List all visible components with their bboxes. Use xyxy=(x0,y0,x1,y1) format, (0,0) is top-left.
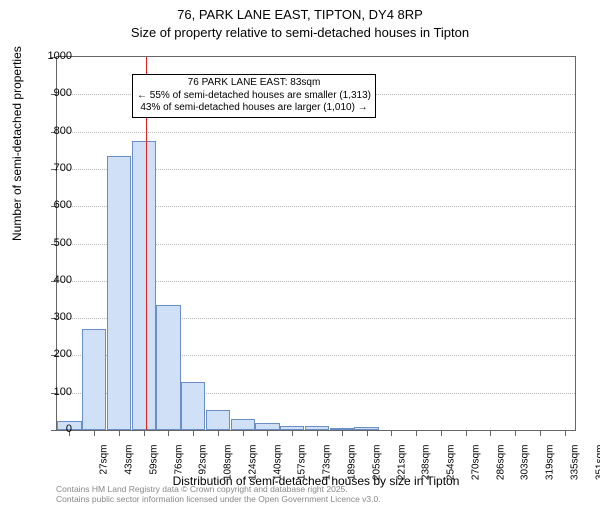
x-tick xyxy=(119,430,120,436)
y-tick-label: 900 xyxy=(54,87,72,99)
y-tick xyxy=(51,430,57,431)
chart-area: 76 PARK LANE EAST: 83sqm← 55% of semi-de… xyxy=(56,56,576,431)
x-tick xyxy=(144,430,145,436)
y-tick-label: 700 xyxy=(54,162,72,174)
annotation-line: 43% of semi-detached houses are larger (… xyxy=(137,102,371,115)
x-tick-label: 303sqm xyxy=(520,445,531,485)
x-tick-label: 173sqm xyxy=(322,445,333,485)
x-tick-label: 108sqm xyxy=(223,445,234,485)
histogram-bar xyxy=(107,156,131,430)
title-line1: 76, PARK LANE EAST, TIPTON, DY4 8RP xyxy=(0,6,600,24)
histogram-bar xyxy=(132,141,156,430)
x-tick xyxy=(441,430,442,436)
histogram-bar xyxy=(255,423,279,430)
x-tick-label: 205sqm xyxy=(371,445,382,485)
x-tick xyxy=(292,430,293,436)
x-tick-label: 59sqm xyxy=(148,445,159,485)
y-tick-label: 600 xyxy=(54,199,72,211)
annotation-box: 76 PARK LANE EAST: 83sqm← 55% of semi-de… xyxy=(132,74,376,118)
x-tick-label: 270sqm xyxy=(470,445,481,485)
annotation-line: ← 55% of semi-detached houses are smalle… xyxy=(137,90,371,103)
histogram-bar xyxy=(82,329,106,430)
x-tick-label: 140sqm xyxy=(272,445,283,485)
x-tick-label: 76sqm xyxy=(173,445,184,485)
y-tick-label: 0 xyxy=(66,423,72,435)
y-tick-label: 1000 xyxy=(48,50,72,62)
x-tick xyxy=(367,430,368,436)
x-tick-label: 124sqm xyxy=(247,445,258,485)
x-tick xyxy=(565,430,566,436)
x-tick-label: 351sqm xyxy=(594,445,600,485)
y-tick-label: 200 xyxy=(54,348,72,360)
x-tick xyxy=(168,430,169,436)
x-tick xyxy=(342,430,343,436)
footer-line2: Contains public sector information licen… xyxy=(56,495,381,504)
x-tick-label: 189sqm xyxy=(347,445,358,485)
x-tick-label: 254sqm xyxy=(446,445,457,485)
x-tick xyxy=(540,430,541,436)
plot-region: 76 PARK LANE EAST: 83sqm← 55% of semi-de… xyxy=(56,56,576,431)
histogram-bar xyxy=(156,305,180,430)
x-tick-label: 221sqm xyxy=(396,445,407,485)
annotation-line: 76 PARK LANE EAST: 83sqm xyxy=(137,77,371,90)
x-tick xyxy=(466,430,467,436)
title-line2: Size of property relative to semi-detach… xyxy=(0,24,600,42)
x-tick-label: 286sqm xyxy=(495,445,506,485)
x-tick-label: 238sqm xyxy=(421,445,432,485)
y-tick-label: 300 xyxy=(54,311,72,323)
x-tick xyxy=(218,430,219,436)
y-tick-label: 800 xyxy=(54,125,72,137)
x-tick xyxy=(243,430,244,436)
gridline xyxy=(57,132,575,133)
x-tick-label: 92sqm xyxy=(198,445,209,485)
histogram-bar xyxy=(206,410,230,431)
x-tick xyxy=(193,430,194,436)
histogram-bar xyxy=(181,382,205,430)
x-tick-label: 43sqm xyxy=(124,445,135,485)
x-tick xyxy=(416,430,417,436)
histogram-bar xyxy=(231,419,255,430)
x-tick-label: 335sqm xyxy=(569,445,580,485)
y-tick-label: 500 xyxy=(54,237,72,249)
x-tick-label: 157sqm xyxy=(297,445,308,485)
y-tick-label: 100 xyxy=(54,386,72,398)
footer-attribution: Contains HM Land Registry data © Crown c… xyxy=(56,485,381,504)
y-axis-title: Number of semi-detached properties xyxy=(10,46,24,241)
x-tick xyxy=(515,430,516,436)
x-tick xyxy=(317,430,318,436)
y-tick-label: 400 xyxy=(54,274,72,286)
x-tick xyxy=(94,430,95,436)
x-tick-label: 319sqm xyxy=(545,445,556,485)
x-tick xyxy=(490,430,491,436)
x-tick xyxy=(391,430,392,436)
x-tick-label: 27sqm xyxy=(99,445,110,485)
x-tick xyxy=(267,430,268,436)
